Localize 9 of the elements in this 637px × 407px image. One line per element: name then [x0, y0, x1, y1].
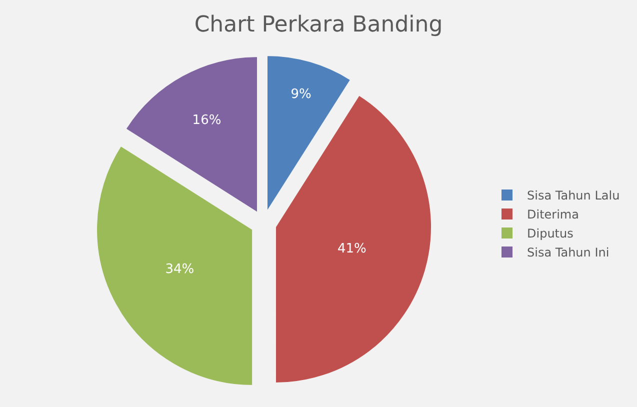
- data-label: 41%: [337, 242, 366, 257]
- legend-label: Diputus: [527, 226, 574, 241]
- data-label: 34%: [165, 262, 194, 278]
- chart-title: Chart Perkara Banding: [194, 12, 443, 38]
- legend-label: Diterima: [527, 208, 579, 222]
- legend-label: Sisa Tahun Ini: [527, 246, 610, 260]
- legend-label: Sisa Tahun Lalu: [527, 188, 620, 203]
- data-label: 9%: [290, 86, 312, 102]
- data-label: 16%: [192, 112, 222, 128]
